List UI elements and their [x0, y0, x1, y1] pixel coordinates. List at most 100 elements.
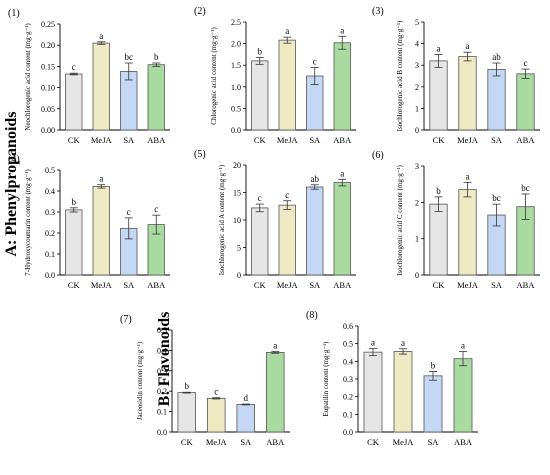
panel-1-xtick-label-meja: MeJA	[91, 135, 113, 145]
panel-1-letter-ck: c	[72, 62, 76, 72]
panel-1-bar-meja	[92, 42, 110, 131]
panel-6-ytick-label: 0	[415, 271, 419, 280]
panel-8-letter-aba: a	[461, 341, 465, 351]
panel-7-bar-ck	[177, 392, 196, 433]
panel-3-ytick-label: 3	[415, 61, 419, 70]
panel-7-xtick-label-meja: MeJA	[206, 437, 228, 447]
panel-8-bar-aba	[453, 358, 473, 433]
panel-2-xtick-label-ck: CK	[254, 135, 267, 145]
panel-7-bar-sa	[236, 404, 255, 433]
panel-3-xtick-label-sa: SA	[491, 135, 503, 145]
panel-3-bar-ck	[429, 60, 448, 131]
panel-7-letter-sa: d	[244, 393, 249, 403]
panel-4-ylabel: 7-Hydroxycoumarin content (mg·g⁻¹)	[24, 169, 32, 276]
panel-8-xtick-label-sa: SA	[428, 437, 440, 447]
panel-3-ytick-label: 4	[415, 40, 419, 49]
panel-4-letter-meja: a	[99, 174, 103, 184]
panel-5-bar-meja	[278, 204, 296, 276]
panel-4-ytick-label: 0.2	[45, 229, 55, 238]
panel-1-letter-aba: b	[154, 52, 159, 62]
panel-7-xtick-label-ck: CK	[181, 437, 194, 447]
panel-8-letter-sa: b	[431, 360, 436, 370]
panel-5-ytick-label: 5	[237, 244, 241, 253]
panel-3-ytick-label: 5	[415, 18, 419, 27]
panel-4-xtick-label-ck: CK	[68, 280, 81, 290]
panel-8-xtick-label-ck: CK	[367, 437, 380, 447]
panel-5-letter-meja: c	[285, 190, 289, 200]
panel-2-bar-ck	[251, 60, 269, 131]
panel-3-bar-sa	[487, 69, 506, 131]
panel-4-ytick-label: 0.4	[45, 187, 55, 196]
panel-7-bar-meja	[206, 397, 226, 433]
panel-6-ytick-label: 3	[415, 162, 419, 171]
panel-5-ytick-label: 0	[237, 271, 241, 280]
panel-8-ytick-label: 0.5	[343, 340, 353, 349]
panel-3-ytick-label: 0	[415, 126, 419, 135]
panel-5-ytick-label: 10	[233, 216, 241, 225]
panel-4-xtick-label-aba: ABA	[147, 280, 166, 290]
panel-7-xtick-label-sa: SA	[240, 437, 252, 447]
panel-5-bar-aba	[333, 182, 351, 276]
panel-2-letter-sa: c	[313, 56, 317, 66]
panel-1-ytick-label: 0.00	[41, 126, 55, 135]
panel-8-ytick-label: 0.0	[343, 428, 353, 437]
panel-5-xtick-label-meja: MeJA	[277, 280, 299, 290]
panel-7-ylabel: Jaceosidin content (mg·g⁻¹)	[136, 341, 144, 420]
panel-4-ytick-label: 0.5	[45, 166, 55, 175]
panel-7-letter-aba: a	[273, 341, 277, 351]
panel-8-letter-meja: a	[401, 338, 405, 348]
panel-3-letter-aba: c	[524, 58, 528, 68]
panel-5-number: (5)	[194, 149, 206, 160]
panel-6-letter-ck: b	[436, 186, 441, 196]
panel-2-ytick-label: 1.5	[231, 61, 241, 70]
panel-2-ytick-label: 0.0	[231, 126, 241, 135]
panel-1-bar-ck	[65, 73, 83, 131]
panel-8-ytick-label: 0.3	[343, 375, 353, 384]
panel-5-letter-aba: a	[340, 168, 344, 178]
panel-3-xtick-label-aba: ABA	[517, 135, 536, 145]
panel-1-xtick-label-aba: ABA	[147, 135, 166, 145]
panel-5-bar-sa	[306, 186, 324, 276]
panel-7-ytick-label: 0.4	[157, 346, 167, 355]
panel-1-ytick-label: 0.20	[41, 41, 55, 50]
panel-2-letter-meja: a	[285, 26, 289, 36]
panel-4-xtick-label-sa: SA	[123, 280, 135, 290]
panel-8-bar-sa	[423, 375, 443, 433]
panel-6-bar-meja	[458, 189, 477, 276]
panel-8-xtick-label-meja: MeJA	[393, 437, 415, 447]
panel-6-xtick-label-meja: MeJA	[457, 280, 479, 290]
panel-5-ytick-label: 20	[233, 161, 241, 170]
panel-6-xtick-label-ck: CK	[433, 280, 446, 290]
panel-3-bar-aba	[516, 73, 535, 131]
panel-2-ylabel: Chlorogenic acid content (mg·g⁻¹)	[210, 27, 218, 125]
panel-8-letter-ck: a	[371, 338, 375, 348]
panel-6-xtick-label-sa: SA	[491, 280, 503, 290]
panel-7-xtick-label-aba: ABA	[266, 437, 285, 447]
panel-7-ytick-label: 0.1	[157, 408, 167, 417]
panel-1-number: (1)	[8, 8, 20, 19]
panel-3-letter-sa: ab	[492, 52, 501, 62]
panel-1-ylabel: Neochlorogenic acid content (mg·g⁻¹)	[24, 23, 32, 131]
group-a-label: A: Phenylpropanoids	[3, 111, 20, 257]
panel-5-letter-ck: c	[258, 193, 262, 203]
panel-6-ytick-label: 1	[415, 235, 419, 244]
panel-3-ylabel: Isochlorogenic acid B content (mg·g⁻¹)	[396, 20, 404, 131]
panel-7-ytick-label: 0.5	[157, 326, 167, 335]
panel-7-letter-ck: b	[185, 381, 190, 391]
panel-4-ytick-label: 0.0	[45, 271, 55, 280]
panel-8-ytick-label: 0.1	[343, 410, 353, 419]
group-b-label: B: Flavonoids	[156, 311, 173, 407]
panel-8-bar-meja	[393, 351, 413, 433]
panel-7-number: (7)	[120, 314, 132, 325]
panel-6-ylabel: Isochlorogenic acid C content (mg·g⁻¹)	[396, 164, 404, 275]
panel-3-letter-ck: a	[437, 43, 441, 53]
panel-6-letter-meja: a	[466, 171, 470, 181]
panel-4-ytick-label: 0.3	[45, 208, 55, 217]
panel-3-letter-meja: a	[466, 41, 470, 51]
panel-2-xtick-label-sa: SA	[309, 135, 321, 145]
panel-3-ytick-label: 1	[415, 104, 419, 113]
panel-3-xtick-label-ck: CK	[433, 135, 446, 145]
panel-6-letter-sa: bc	[492, 193, 501, 203]
panel-7-ytick-label: 0.2	[157, 387, 167, 396]
